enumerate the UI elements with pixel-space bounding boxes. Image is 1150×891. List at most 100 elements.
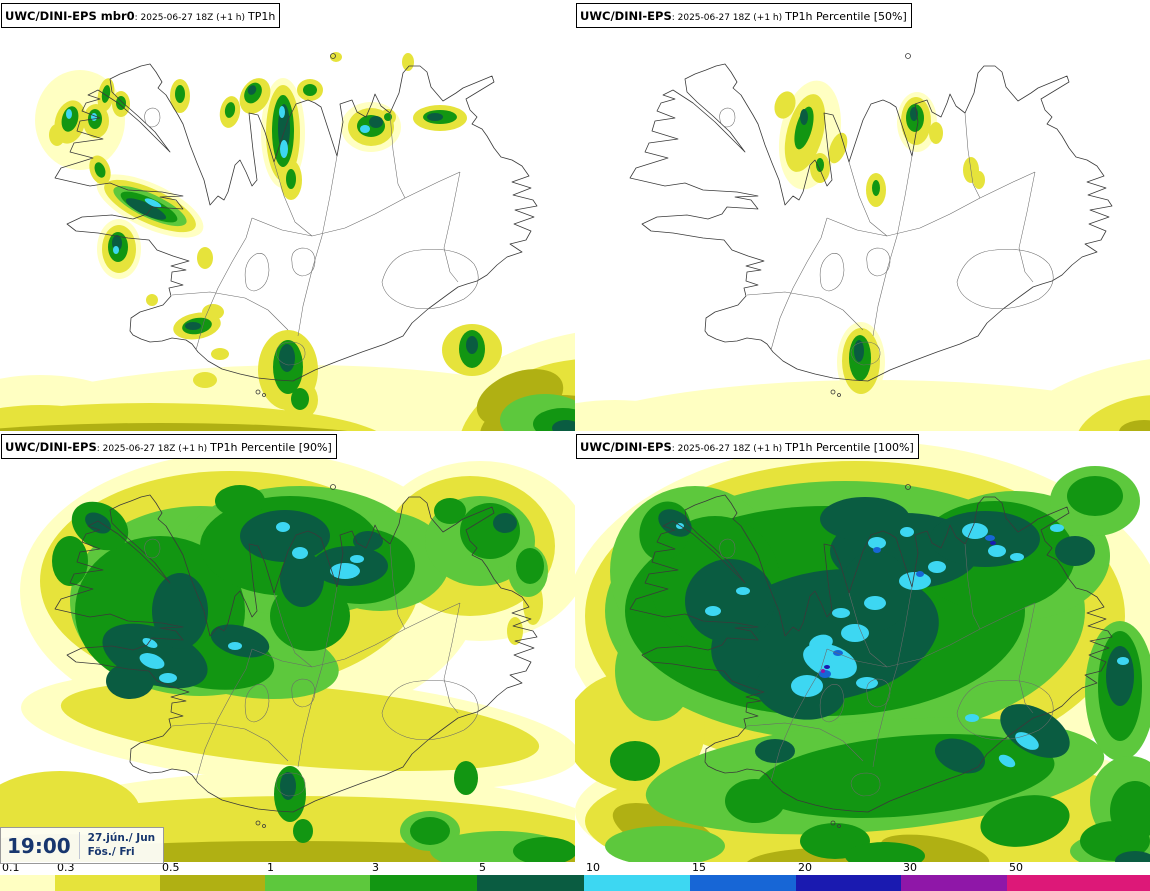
precip-blob <box>658 509 692 537</box>
precip-blob <box>1050 524 1064 532</box>
param-label: TP1h Percentile [100%] <box>785 441 914 454</box>
precip-blob <box>873 547 881 553</box>
precip-blob <box>1067 476 1123 516</box>
colorbar-tick-label: 50 <box>1009 861 1023 874</box>
precip-blob <box>854 340 864 362</box>
precip-blob <box>85 512 111 534</box>
precip-blob <box>159 673 177 683</box>
precip-blob <box>929 122 943 144</box>
precip-blob <box>791 675 823 697</box>
precip-blob <box>279 106 285 118</box>
precip-blob <box>856 677 878 689</box>
precip-blob <box>1106 646 1134 706</box>
valid-time: 19:00 <box>7 833 71 858</box>
precip-blob <box>755 739 795 763</box>
precip-blob <box>928 561 946 573</box>
precip-blob <box>210 624 270 658</box>
precip-blob <box>605 826 725 862</box>
precip-blob <box>303 84 317 96</box>
precip-blob <box>725 779 785 823</box>
map-panel-percentile-100: UWC/DINI-EPS: 2025-06-27 18Z (+1 h) TP1h … <box>575 431 1150 862</box>
colorbar-segment <box>55 875 160 891</box>
model-label: UWC/DINI-EPS <box>5 440 97 454</box>
precip-blob <box>280 772 296 800</box>
precip-blob <box>685 559 775 643</box>
precip-blob <box>360 125 370 133</box>
precip-blob <box>280 551 324 607</box>
colorbar-tick-label: 0.5 <box>162 861 180 874</box>
colorbar-segment <box>584 875 690 891</box>
colorbar-tick-label: 0.3 <box>57 861 75 874</box>
precip-blob <box>819 670 831 678</box>
panel-title-p100: UWC/DINI-EPS: 2025-06-27 18Z (+1 h) TP1h … <box>576 434 919 459</box>
colorbar-segments <box>0 875 1150 891</box>
precip-blob <box>736 587 750 595</box>
precipitation-map-p50 <box>575 53 1150 431</box>
colorbar-tick-label: 0.1 <box>2 861 20 874</box>
colorbar-tick-label: 20 <box>798 861 812 874</box>
precip-blob <box>286 169 296 189</box>
precip-blob <box>247 85 257 95</box>
precip-blob <box>800 109 808 125</box>
precip-blob <box>427 113 443 121</box>
precip-blob <box>493 513 517 533</box>
precip-blob <box>350 555 364 563</box>
precip-blob <box>240 510 330 562</box>
precip-blob <box>833 650 843 656</box>
precip-blob <box>193 372 217 388</box>
precip-blob <box>841 624 869 642</box>
precip-blob <box>175 85 185 103</box>
precip-blob <box>61 106 79 132</box>
valid-date-block: 27.jún./ Jun Fös./ Fri <box>78 832 155 859</box>
panel-title-p50: UWC/DINI-EPS: 2025-06-27 18Z (+1 h) TP1h … <box>576 3 912 28</box>
precipitation-map-p100 <box>575 441 1150 862</box>
precip-blob <box>434 498 466 524</box>
map-panel-percentile-90: UWC/DINI-EPS: 2025-06-27 18Z (+1 h) TP1h … <box>0 431 575 862</box>
precip-blob <box>794 106 814 150</box>
precip-blob <box>228 642 242 650</box>
precip-blob <box>880 834 990 862</box>
precip-blob <box>930 511 1040 567</box>
map-panel-percentile-50: UWC/DINI-EPS: 2025-06-27 18Z (+1 h) TP1h … <box>575 0 1150 431</box>
precip-blob <box>988 545 1006 557</box>
precip-blob <box>1110 781 1150 841</box>
precip-blob <box>809 634 833 652</box>
datetime-label: : 2025-06-27 18Z (+1 h) <box>671 13 783 23</box>
precip-blob <box>454 761 478 795</box>
model-label: UWC/DINI-EPS <box>580 9 672 23</box>
precip-blob <box>900 527 914 537</box>
precip-blob <box>410 817 450 845</box>
precip-blob <box>466 336 478 354</box>
precip-blob <box>774 91 796 119</box>
precip-blob <box>962 523 988 539</box>
precip-blob <box>864 596 886 610</box>
precip-blob <box>369 116 383 128</box>
precip-blob <box>1115 851 1150 862</box>
valid-day: Fös./ Fri <box>87 845 135 858</box>
precip-blob <box>820 497 910 541</box>
colorbar-tick-label: 30 <box>903 861 917 874</box>
precip-blob <box>224 102 236 118</box>
precip-blob <box>116 96 126 110</box>
precipitation-map-mbr0 <box>0 52 575 431</box>
precip-blob <box>144 198 162 208</box>
precip-blob <box>91 113 97 121</box>
precip-blob <box>202 304 224 320</box>
colorbar-tick-label: 3 <box>372 861 379 874</box>
param-label: TP1h Percentile [50%] <box>785 10 907 23</box>
colorbar-tick-label: 15 <box>692 861 706 874</box>
precip-blob <box>575 380 1150 431</box>
precip-blob <box>513 837 575 862</box>
precip-blob <box>125 198 167 220</box>
precip-blob <box>868 537 886 549</box>
precip-blob <box>1117 657 1129 665</box>
precip-blob <box>292 547 308 559</box>
precip-blob <box>0 423 348 431</box>
precip-blob <box>934 738 986 774</box>
precip-blob <box>139 653 165 669</box>
datetime-label: : 2025-06-27 18Z (+1 h) <box>134 13 246 23</box>
colorbar-labels: 0.1 0.3 0.5 1 3 5 10 15 20 30 50 <box>0 861 1150 875</box>
precip-blob <box>872 180 880 196</box>
precip-blob <box>106 663 154 699</box>
